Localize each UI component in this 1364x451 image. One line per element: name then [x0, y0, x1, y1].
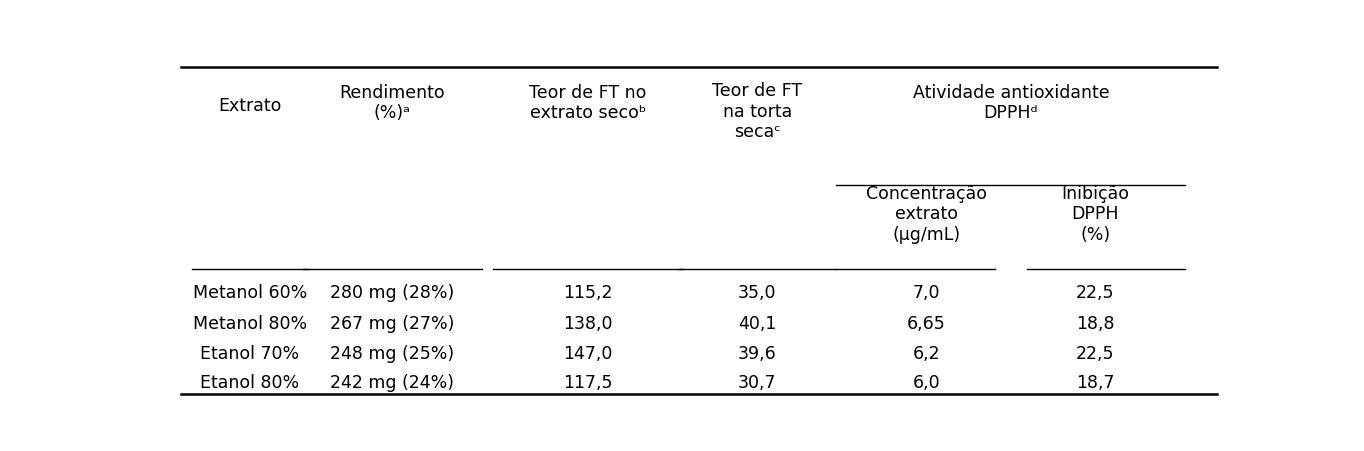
Text: 267 mg (27%): 267 mg (27%) — [330, 314, 454, 332]
Text: 18,8: 18,8 — [1076, 314, 1114, 332]
Text: Inibição
DPPH
(%): Inibição DPPH (%) — [1061, 184, 1129, 244]
Text: 242 mg (24%): 242 mg (24%) — [330, 373, 454, 391]
Text: Metanol 80%: Metanol 80% — [192, 314, 307, 332]
Text: 6,65: 6,65 — [907, 314, 945, 332]
Text: 138,0: 138,0 — [563, 314, 612, 332]
Text: Etanol 80%: Etanol 80% — [201, 373, 299, 391]
Text: Atividade antioxidante
DPPHᵈ: Atividade antioxidante DPPHᵈ — [913, 83, 1109, 122]
Text: 6,0: 6,0 — [913, 373, 940, 391]
Text: 40,1: 40,1 — [738, 314, 776, 332]
Text: Etanol 70%: Etanol 70% — [201, 344, 299, 362]
Text: 280 mg (28%): 280 mg (28%) — [330, 283, 454, 301]
Text: 117,5: 117,5 — [563, 373, 612, 391]
Text: 30,7: 30,7 — [738, 373, 776, 391]
Text: 248 mg (25%): 248 mg (25%) — [330, 344, 454, 362]
Text: 22,5: 22,5 — [1076, 344, 1114, 362]
Text: 39,6: 39,6 — [738, 344, 776, 362]
Text: Teor de FT no
extrato secoᵇ: Teor de FT no extrato secoᵇ — [529, 83, 647, 122]
Text: 6,2: 6,2 — [913, 344, 940, 362]
Text: 18,7: 18,7 — [1076, 373, 1114, 391]
Text: Extrato: Extrato — [218, 97, 281, 115]
Text: Rendimento
(%)ᵃ: Rendimento (%)ᵃ — [340, 83, 445, 122]
Text: 7,0: 7,0 — [913, 283, 940, 301]
Text: 35,0: 35,0 — [738, 283, 776, 301]
Text: 147,0: 147,0 — [563, 344, 612, 362]
Text: Teor de FT
na torta
secaᶜ: Teor de FT na torta secaᶜ — [712, 82, 802, 141]
Text: 22,5: 22,5 — [1076, 283, 1114, 301]
Text: Metanol 60%: Metanol 60% — [192, 283, 307, 301]
Text: 115,2: 115,2 — [563, 283, 612, 301]
Text: Concentração
extrato
(μg/mL): Concentração extrato (μg/mL) — [866, 184, 986, 244]
